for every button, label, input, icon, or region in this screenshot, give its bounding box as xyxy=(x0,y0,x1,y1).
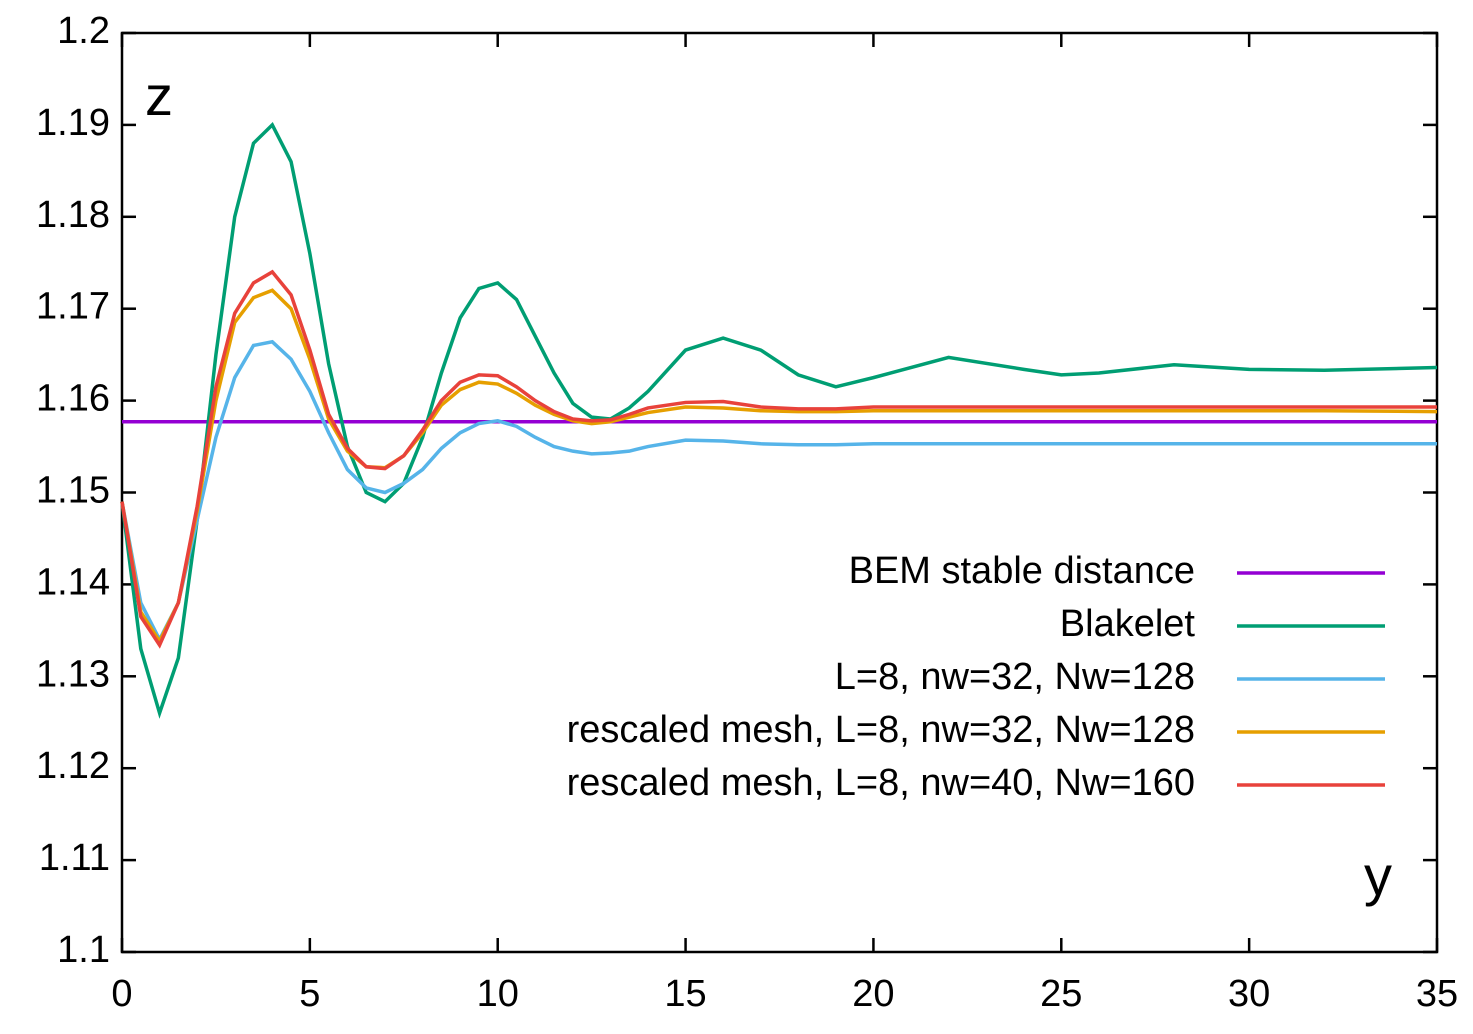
y-tick-label: 1.15 xyxy=(36,470,110,512)
y-tick-label: 1.12 xyxy=(36,745,110,787)
x-tick-label: 25 xyxy=(1040,973,1082,1015)
x-tick-label: 5 xyxy=(299,973,320,1015)
y-tick-label: 1.17 xyxy=(36,286,110,328)
series-line xyxy=(120,288,1438,645)
legend-label: L=8, nw=32, Nw=128 xyxy=(835,656,1195,698)
y-tick-label: 1.2 xyxy=(57,10,110,52)
legend-label: Blakelet xyxy=(1060,603,1196,645)
y-tick-label: 1.11 xyxy=(39,837,110,879)
x-tick-label: 10 xyxy=(477,973,519,1015)
y-tick-label: 1.16 xyxy=(36,378,110,420)
x-tick-label: 20 xyxy=(852,973,894,1015)
plot-frame xyxy=(120,31,1439,954)
x-tick-label: 15 xyxy=(664,973,706,1015)
series-line xyxy=(120,339,1437,644)
x-tick-label: 35 xyxy=(1416,973,1458,1015)
y-tick-label: 1.14 xyxy=(36,561,110,603)
x-axis-label: y xyxy=(1364,844,1392,907)
y-axis-label: z xyxy=(145,64,173,127)
legend-label: rescaled mesh, L=8, nw=32, Nw=128 xyxy=(567,709,1195,751)
y-tick-label: 1.18 xyxy=(36,194,110,236)
x-tick-label: 30 xyxy=(1228,973,1270,1015)
y-tick-label: 1.13 xyxy=(36,653,110,695)
legend-label: BEM stable distance xyxy=(849,550,1195,592)
y-tick-label: 1.1 xyxy=(57,929,110,971)
series-line xyxy=(120,121,1438,719)
legend-label: rescaled mesh, L=8, nw=40, Nw=160 xyxy=(567,762,1195,804)
y-tick-label: 1.19 xyxy=(36,102,110,144)
x-tick-label: 0 xyxy=(111,973,132,1015)
series-line xyxy=(120,269,1437,649)
